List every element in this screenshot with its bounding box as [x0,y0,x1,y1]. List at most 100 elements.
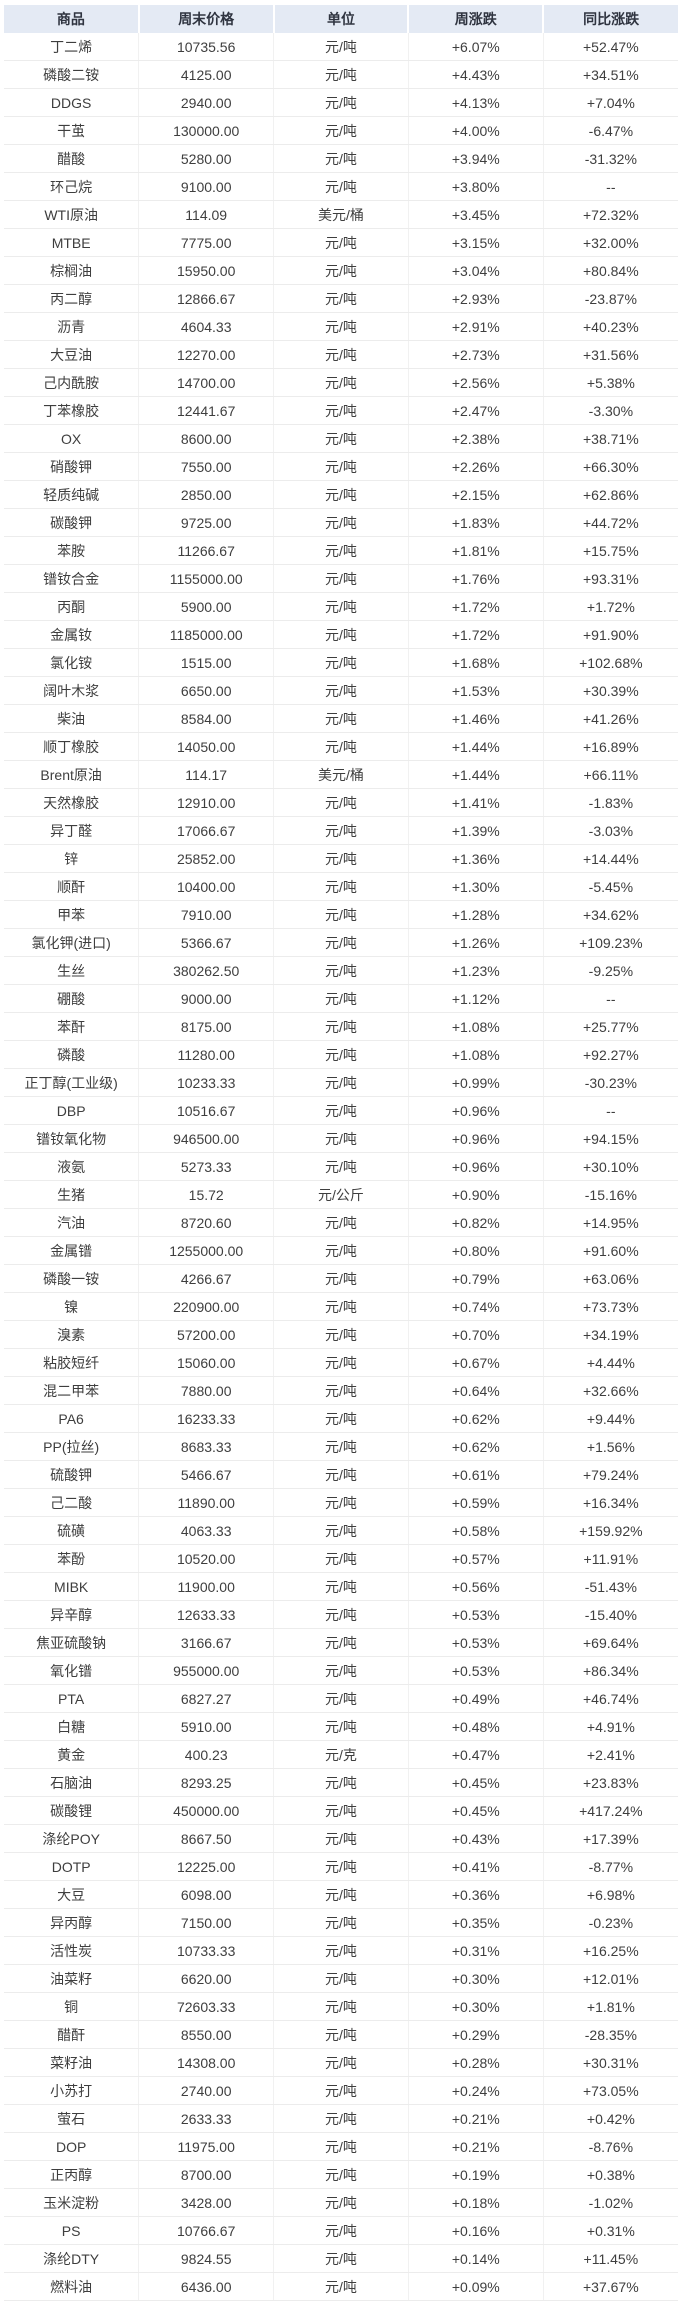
yoy-change-cell: +69.64% [542,1628,678,1657]
price-cell: 8293.25 [138,1768,274,1797]
product-cell: 己内酰胺 [4,368,139,397]
product-cell: 生猪 [4,1180,139,1209]
week-change-cell: +0.96% [407,1124,544,1153]
yoy-change-cell: -3.30% [542,396,678,425]
unit-cell: 元/吨 [273,396,409,425]
week-change-cell: +2.38% [407,424,544,453]
week-change-cell: +1.08% [407,1012,544,1041]
yoy-change-cell: +80.84% [542,256,678,285]
price-cell: 9824.55 [138,2244,274,2273]
week-change-cell: +1.81% [407,536,544,565]
product-cell: 玉米淀粉 [4,2188,139,2217]
header-product: 商品 [4,5,139,33]
unit-cell: 元/吨 [273,1292,409,1321]
unit-cell: 元/公斤 [273,1180,409,1209]
price-cell: 17066.67 [138,816,274,845]
unit-cell: 元/吨 [273,1012,409,1041]
table-row: 己内酰胺 14700.00 元/吨 +2.56% +5.38% [4,368,678,397]
week-change-cell: +3.80% [407,172,544,201]
unit-cell: 美元/桶 [273,200,409,229]
product-cell: 苯酐 [4,1012,139,1041]
unit-cell: 元/吨 [273,1908,409,1937]
table-row: 顺酐 10400.00 元/吨 +1.30% -5.45% [4,872,678,901]
price-cell: 10735.56 [138,33,274,61]
product-cell: 丙二醇 [4,284,139,313]
product-cell: 油菜籽 [4,1964,139,1993]
week-change-cell: +0.18% [407,2188,544,2217]
product-cell: 碳酸锂 [4,1796,139,1825]
week-change-cell: +0.43% [407,1824,544,1853]
product-cell: 菜籽油 [4,2048,139,2077]
table-row: 白糖 5910.00 元/吨 +0.48% +4.91% [4,1712,678,1741]
price-cell: 1185000.00 [138,620,274,649]
product-cell: 白糖 [4,1712,139,1741]
week-change-cell: +0.14% [407,2244,544,2273]
yoy-change-cell: +93.31% [542,564,678,593]
yoy-change-cell: +159.92% [542,1516,678,1545]
price-cell: 11266.67 [138,536,274,565]
week-change-cell: +0.48% [407,1712,544,1741]
unit-cell: 元/吨 [273,816,409,845]
yoy-change-cell: +34.62% [542,900,678,929]
product-cell: 大豆 [4,1880,139,1909]
yoy-change-cell: -- [542,172,678,201]
yoy-change-cell: -8.76% [542,2132,678,2161]
price-cell: 12633.33 [138,1600,274,1629]
week-change-cell: +0.53% [407,1656,544,1685]
yoy-change-cell: +30.10% [542,1152,678,1181]
price-cell: 114.09 [138,200,274,229]
table-row: 碳酸锂 450000.00 元/吨 +0.45% +417.24% [4,1796,678,1825]
price-cell: 10516.67 [138,1096,274,1125]
price-cell: 114.17 [138,760,274,789]
product-cell: 己二酸 [4,1488,139,1517]
week-change-cell: +4.00% [407,116,544,145]
table-row: MTBE 7775.00 元/吨 +3.15% +32.00% [4,228,678,257]
week-change-cell: +1.36% [407,844,544,873]
product-cell: 铜 [4,1992,139,2021]
yoy-change-cell: +109.23% [542,928,678,957]
yoy-change-cell: +1.56% [542,1432,678,1461]
header-price: 周末价格 [137,5,274,33]
table-row: PTA 6827.27 元/吨 +0.49% +46.74% [4,1684,678,1713]
yoy-change-cell: +16.34% [542,1488,678,1517]
table-row: Brent原油 114.17 美元/桶 +1.44% +66.11% [4,760,678,789]
table-row: 粘胶短纤 15060.00 元/吨 +0.67% +4.44% [4,1348,678,1377]
price-cell: 8175.00 [138,1012,274,1041]
table-row: 棕榈油 15950.00 元/吨 +3.04% +80.84% [4,256,678,285]
price-cell: 12910.00 [138,788,274,817]
product-cell: DOTP [4,1852,139,1881]
table-row: 异辛醇 12633.33 元/吨 +0.53% -15.40% [4,1600,678,1629]
unit-cell: 元/吨 [273,1068,409,1097]
price-cell: 10733.33 [138,1936,274,1965]
table-row: PP(拉丝) 8683.33 元/吨 +0.62% +1.56% [4,1432,678,1461]
unit-cell: 元/吨 [273,1096,409,1125]
price-cell: 14308.00 [138,2048,274,2077]
yoy-change-cell: -1.83% [542,788,678,817]
table-row: 苯胺 11266.67 元/吨 +1.81% +15.75% [4,536,678,565]
week-change-cell: +2.26% [407,452,544,481]
week-change-cell: +0.58% [407,1516,544,1545]
yoy-change-cell: +73.05% [542,2076,678,2105]
week-change-cell: +6.07% [407,33,544,61]
price-cell: 400.23 [138,1740,274,1769]
price-cell: 15950.00 [138,256,274,285]
week-change-cell: +1.83% [407,508,544,537]
table-row: 磷酸二铵 4125.00 元/吨 +4.43% +34.51% [4,60,678,89]
yoy-change-cell: +102.68% [542,648,678,677]
yoy-change-cell: +63.06% [542,1264,678,1293]
yoy-change-cell: -30.23% [542,1068,678,1097]
product-cell: 硫酸钾 [4,1460,139,1489]
yoy-change-cell: +94.15% [542,1124,678,1153]
yoy-change-cell: +4.44% [542,1348,678,1377]
yoy-change-cell: -9.25% [542,956,678,985]
price-cell: 12270.00 [138,340,274,369]
yoy-change-cell: +16.89% [542,732,678,761]
table-row: 硫磺 4063.33 元/吨 +0.58% +159.92% [4,1516,678,1545]
price-cell: 2740.00 [138,2076,274,2105]
table-row: 小苏打 2740.00 元/吨 +0.24% +73.05% [4,2076,678,2105]
price-cell: 6620.00 [138,1964,274,1993]
unit-cell: 元/吨 [273,1572,409,1601]
price-cell: 6436.00 [138,2272,274,2301]
product-cell: 天然橡胶 [4,788,139,817]
unit-cell: 元/吨 [273,88,409,117]
